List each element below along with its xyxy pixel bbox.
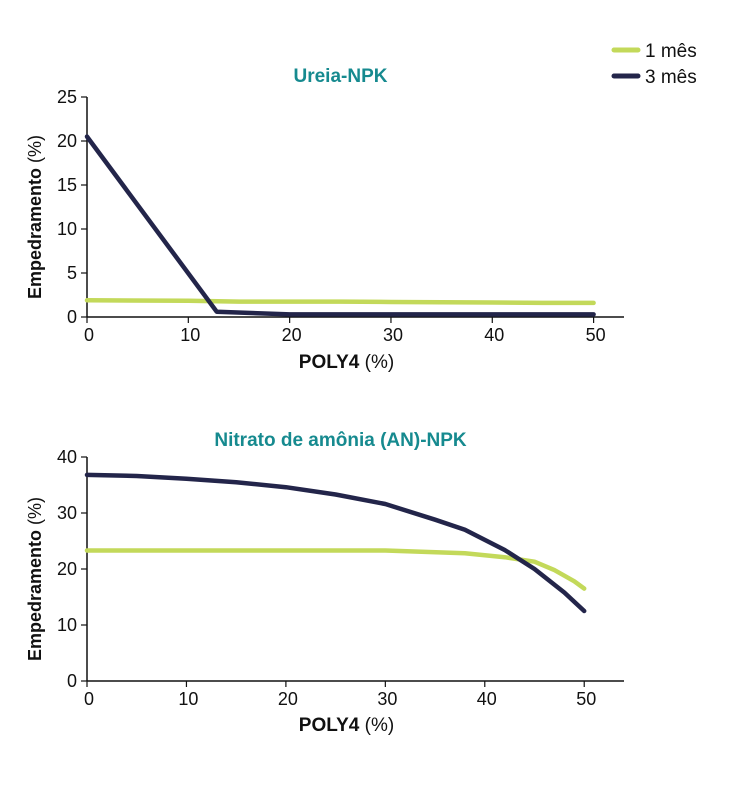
series-line-1-month [84,548,587,591]
an-npk-chart: Nitrato de amônia (AN)-NPK 0 10 20 30 40 0 10 20… [25,430,624,736]
x-tick-label: 40 [484,325,504,345]
x-tick-label: 10 [180,325,200,345]
y-tick-label: 30 [57,503,77,523]
y-tick-label: 25 [57,87,77,107]
y-axis-label: Empedramento (%) [25,135,45,299]
series-line-3-month [84,472,587,614]
y-tick-label: 40 [57,447,77,467]
x-tick-label: 50 [586,325,606,345]
x-tick-label: 0 [84,689,94,709]
ureia-npk-chart: Ureia-NPK 0 5 10 15 20 25 0 10 20 30 40 50 POLY4 (%) E… [25,66,624,373]
x-tick-label: 10 [178,689,198,709]
legend: 1 mês 3 mês [611,41,697,88]
x-tick-label: 30 [377,689,397,709]
y-tick-label: 20 [57,559,77,579]
series-line-1-month [84,298,596,306]
chart-title: Nitrato de amônia (AN)-NPK [214,430,467,451]
legend-label-1-month: 1 mês [645,41,697,62]
y-tick-label: 0 [67,307,77,327]
x-tick-label: 20 [278,689,298,709]
x-tick-label: 30 [383,325,403,345]
y-tick-label: 10 [57,615,77,635]
y-tick-label: 10 [57,219,77,239]
chart-title: Ureia-NPK [294,66,388,87]
x-axis-label: POLY4 (%) [299,715,394,736]
y-tick-label: 15 [57,175,77,195]
y-axis-label: Empedramento (%) [25,497,45,661]
x-tick-label: 40 [477,689,497,709]
x-tick-label: 0 [84,325,94,345]
x-tick-label: 50 [576,689,596,709]
y-tick-label: 20 [57,131,77,151]
x-tick-label: 20 [282,325,302,345]
y-tick-label: 0 [67,671,77,691]
series-line-3-month [84,134,596,317]
y-tick-label: 5 [67,263,77,283]
legend-label-3-month: 3 mês [645,67,697,88]
x-axis-label: POLY4 (%) [299,352,394,373]
